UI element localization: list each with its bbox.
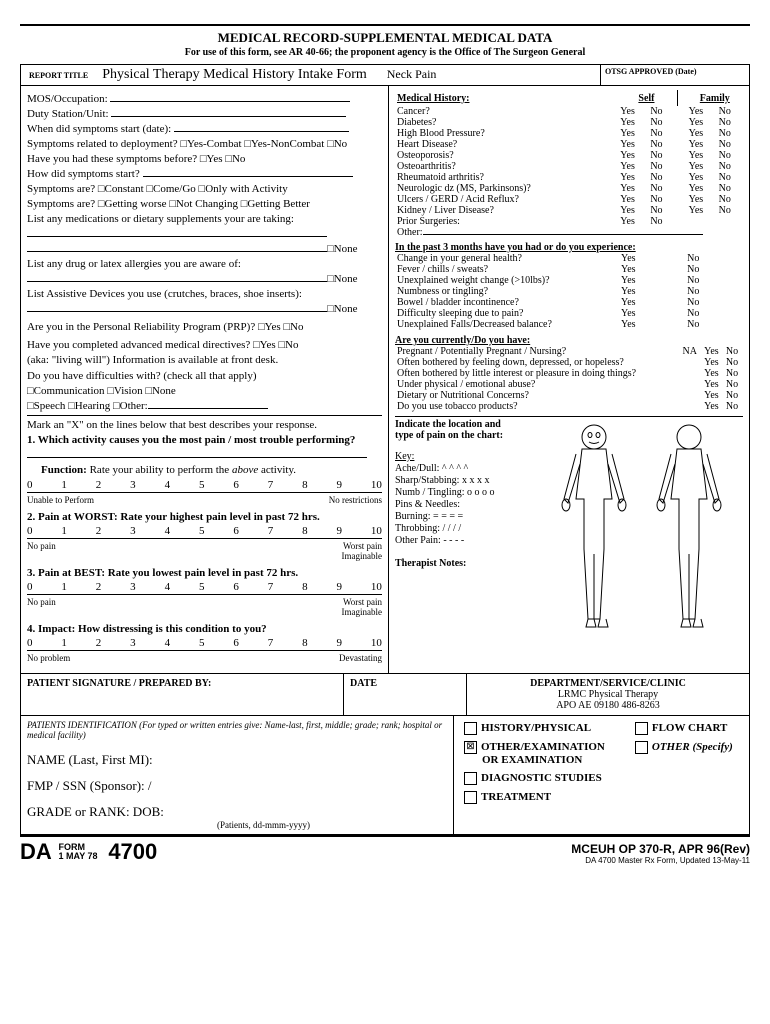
signature-label[interactable]: PATIENT SIGNATURE / PREPARED BY: [21,674,343,715]
date-label[interactable]: DATE [343,674,466,715]
s2-right1: Worst pain [343,541,382,551]
past3-header: In the past 3 months have you had or do … [395,242,636,253]
s1-right: No restrictions [329,495,382,505]
name-field[interactable]: NAME (Last, First MI): [27,752,447,768]
duty-label: Duty Station/Unit: [27,108,109,120]
key-label: Key: [395,451,414,462]
deployment-q[interactable]: Symptoms related to deployment? □Yes-Com… [27,138,382,150]
s1-left: Unable to Perform [27,495,94,505]
indicate-2: type of pain on the chart: [395,430,503,441]
family-header: Family [687,90,743,106]
s4-left: No problem [27,653,70,663]
scale-1[interactable]: 012345678910 [27,479,382,493]
medical-history-table: Medical History: Self Family Cancer?YesN… [395,90,743,238]
function-label: Function: [41,464,90,476]
dept-label: DEPARTMENT/SERVICE/CLINIC [473,678,743,689]
report-title-label: REPORT TITLE [25,69,92,82]
footer-right-2: DA 4700 Master Rx Form, Updated 13-May-1… [571,856,750,865]
current-header: Are you currently/Do you have: [395,335,530,346]
grade-field[interactable]: GRADE or RANK: DOB: [27,804,447,820]
past3-table: Change in your general health?YesNoFever… [395,253,743,330]
key-numb: Numb / Tingling: o o o o [395,487,535,498]
key-sharp: Sharp/Stabbing: x x x x [395,475,535,486]
q4: 4. Impact: How distressing is this condi… [27,623,382,635]
opt-other-specify[interactable]: OTHER (Specify) [635,741,733,754]
opt-or-exam: OR EXAMINATION [482,754,605,766]
form-title: MEDICAL RECORD-SUPPLEMENTAL MEDICAL DATA [20,30,750,46]
fmp-field[interactable]: FMP / SSN (Sponsor): / [27,778,447,794]
prior-yes[interactable]: Yes [618,216,648,227]
report-title: Physical Therapy Medical History Intake … [102,67,367,83]
difficulties-row1[interactable]: □Communication □Vision □None [27,385,382,397]
symptoms-before-q[interactable]: Have you had these symptoms before? □Yes… [27,153,382,165]
s2-left: No pain [27,541,56,561]
medications-label: List any medications or dietary suppleme… [27,213,382,225]
allergies-label: List any drug or latex allergies you are… [27,258,382,270]
self-header: Self [618,90,674,106]
difficulties-label: Do you have difficulties with? (check al… [27,370,382,382]
left-column: MOS/Occupation: Duty Station/Unit: When … [21,86,389,673]
mh-header: Medical History: [397,93,469,104]
scale-2[interactable]: 012345678910 [27,525,382,539]
opt-other-exam[interactable]: ⊠OTHER/EXAMINATION [464,741,605,754]
opt-diagnostic[interactable]: DIAGNOSTIC STUDIES [464,772,605,785]
otsg-approved: OTSG APPROVED (Date) [600,65,749,85]
s3-right1: Worst pain [343,597,382,607]
prior-surgeries: Prior Surgeries: [395,216,618,227]
q2: 2. Pain at WORST: Rate your highest pain… [27,511,382,523]
patient-id-label: PATIENTS IDENTIFICATION (For typed or wr… [27,720,447,740]
assistive-label: List Assistive Devices you use (crutches… [27,288,382,300]
prp-q[interactable]: Are you in the Personal Reliability Prog… [27,321,382,333]
s3-left: No pain [27,597,56,617]
difficulties-row2[interactable]: □Speech □Hearing □Other: [27,400,148,412]
none-2[interactable]: □None [327,273,357,285]
opt-treatment[interactable]: TREATMENT [464,791,605,804]
dept-name: LRMC Physical Therapy [473,689,743,700]
directives-q[interactable]: Have you completed advanced medical dire… [27,339,382,351]
current-table: Pregnant / Potentially Pregnant / Nursin… [395,346,743,412]
how-start-label: How did symptoms start? [27,168,140,180]
footer-right-1: MCEUH OP 370-R, APR 96(Rev) [571,842,750,856]
key-ache: Ache/Dull: ^ ^ ^ ^ [395,463,535,474]
form-number: DA FORM1 MAY 78 4700 [20,839,157,865]
directives-note: (aka: "living will") Information is avai… [27,354,382,366]
symptoms-constant-q[interactable]: Symptoms are? □Constant □Come/Go □Only w… [27,183,382,195]
none-3[interactable]: □None [327,303,357,315]
mos-label: MOS/Occupation: [27,93,108,105]
symptoms-worse-q[interactable]: Symptoms are? □Getting worse □Not Changi… [27,198,382,210]
s4-right: Devastating [339,653,382,663]
key-burning: Burning: = = = = [395,511,535,522]
key-throbbing: Throbbing: / / / / [395,523,535,534]
right-column: Medical History: Self Family Cancer?YesN… [389,86,749,673]
other-label: Other: [397,227,423,238]
q1: 1. Which activity causes you the most pa… [27,434,382,446]
scale-3[interactable]: 012345678910 [27,581,382,595]
form-subtitle: For use of this form, see AR 40-66; the … [20,47,750,58]
symptoms-date-label: When did symptoms start (date): [27,123,171,135]
therapist-notes: Therapist Notes: [395,558,466,569]
dept-addr: APO AE 09180 486-8263 [473,700,743,711]
dob-hint: (Patients, dd-mmm-yyyy) [217,820,447,830]
opt-flowchart[interactable]: FLOW CHART [635,722,733,735]
key-other: Other Pain: - - - - [395,535,535,546]
form-container: REPORT TITLE Physical Therapy Medical Hi… [20,64,750,835]
s3-right2: Imaginable [342,607,382,617]
key-pins: Pins & Needles: [395,499,535,510]
indicate-1: Indicate the location and [395,419,501,430]
condition: Neck Pain [387,67,437,82]
opt-history[interactable]: HISTORY/PHYSICAL [464,722,605,735]
none-1[interactable]: □None [327,243,357,255]
prior-no[interactable]: No [648,216,674,227]
body-diagram[interactable] [535,419,743,652]
mark-instruction: Mark an "X" on the lines below that best… [27,419,382,431]
function-rest: Rate your ability to perform the above a… [90,464,296,476]
scale-4[interactable]: 012345678910 [27,637,382,651]
s2-right2: Imaginable [342,551,382,561]
q3: 3. Pain at BEST: Rate you lowest pain le… [27,567,382,579]
